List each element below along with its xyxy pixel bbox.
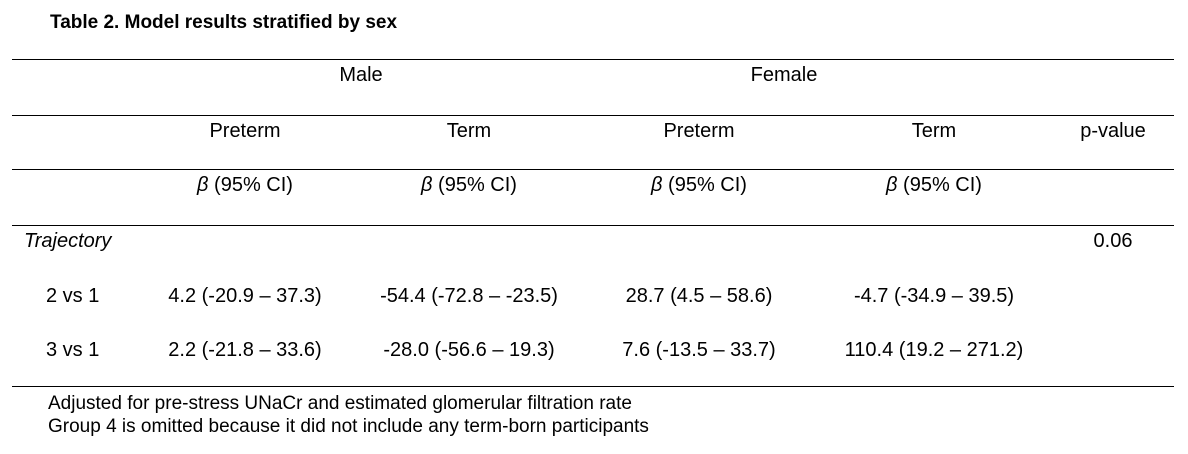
cell-female-preterm: 7.6 (-13.5 – 33.7) <box>622 339 776 361</box>
header-female-term: Term <box>911 120 957 142</box>
section-label: Trajectory <box>24 230 112 252</box>
ci-label: (95% CI) <box>208 174 293 196</box>
subheader-rule <box>12 169 1174 170</box>
ci-label: (95% CI) <box>897 174 982 196</box>
header-female-preterm: Preterm <box>663 120 735 142</box>
cell-female-term: -4.7 (-34.9 – 39.5) <box>853 285 1015 307</box>
header-male-preterm: Preterm <box>209 120 281 142</box>
header-pvalue: p-value <box>1080 120 1146 142</box>
stat-label-male-preterm: β (95% CI) <box>197 174 293 197</box>
beta-symbol: β <box>197 174 209 196</box>
beta-symbol: β <box>421 174 433 196</box>
body-rule <box>12 225 1174 226</box>
beta-symbol: β <box>886 174 898 196</box>
top-rule <box>12 59 1174 60</box>
cell-male-term: -28.0 (-56.6 – 19.3) <box>383 339 555 361</box>
cell-female-term: 110.4 (19.2 – 271.2) <box>844 339 1024 361</box>
ci-label: (95% CI) <box>662 174 747 196</box>
row-label: 2 vs 1 <box>46 285 100 307</box>
cell-male-preterm: 4.2 (-20.9 – 37.3) <box>168 285 322 307</box>
group-header-female: Female <box>750 64 818 86</box>
beta-symbol: β <box>651 174 663 196</box>
stat-label-female-preterm: β (95% CI) <box>651 174 747 197</box>
stat-label-female-term: β (95% CI) <box>886 174 982 197</box>
cell-male-preterm: 2.2 (-21.8 – 33.6) <box>168 339 322 361</box>
footnote: Group 4 is omitted because it did not in… <box>48 416 649 437</box>
cell-female-preterm: 28.7 (4.5 – 58.6) <box>625 285 773 307</box>
section-pvalue: 0.06 <box>1093 230 1133 252</box>
table-title: Table 2. Model results stratified by sex <box>50 12 398 33</box>
group-header-male: Male <box>339 64 383 86</box>
row-label: 3 vs 1 <box>46 339 100 361</box>
bottom-rule <box>12 386 1174 387</box>
ci-label: (95% CI) <box>432 174 517 196</box>
stat-label-male-term: β (95% CI) <box>421 174 517 197</box>
cell-male-term: -54.4 (-72.8 – -23.5) <box>380 285 558 307</box>
footnote: Adjusted for pre-stress UNaCr and estima… <box>48 393 632 414</box>
header-male-term: Term <box>446 120 492 142</box>
group-rule <box>12 115 1174 116</box>
